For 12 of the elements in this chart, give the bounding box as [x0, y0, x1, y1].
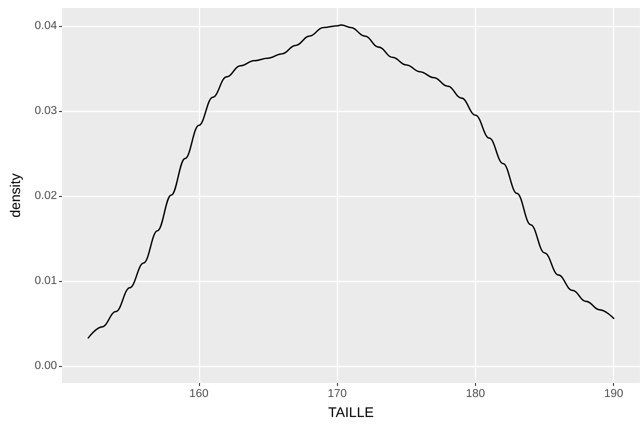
x-axis-title: TAILLE [328, 404, 374, 420]
x-tick-label: 160 [189, 388, 208, 400]
y-tick-label: 0.03 [34, 104, 57, 117]
line-series [88, 24, 614, 339]
y-tick-label: 0.04 [34, 20, 58, 32]
x-tick-label: 190 [604, 388, 624, 400]
x-tick-label: 180 [466, 388, 486, 400]
y-tick-label: 0.01 [34, 274, 57, 287]
y-axis-title: density [7, 173, 23, 218]
x-tick-label: 170 [328, 388, 347, 400]
y-tick-label: 0.00 [34, 360, 57, 372]
y-tick-label: 0.02 [34, 190, 57, 202]
